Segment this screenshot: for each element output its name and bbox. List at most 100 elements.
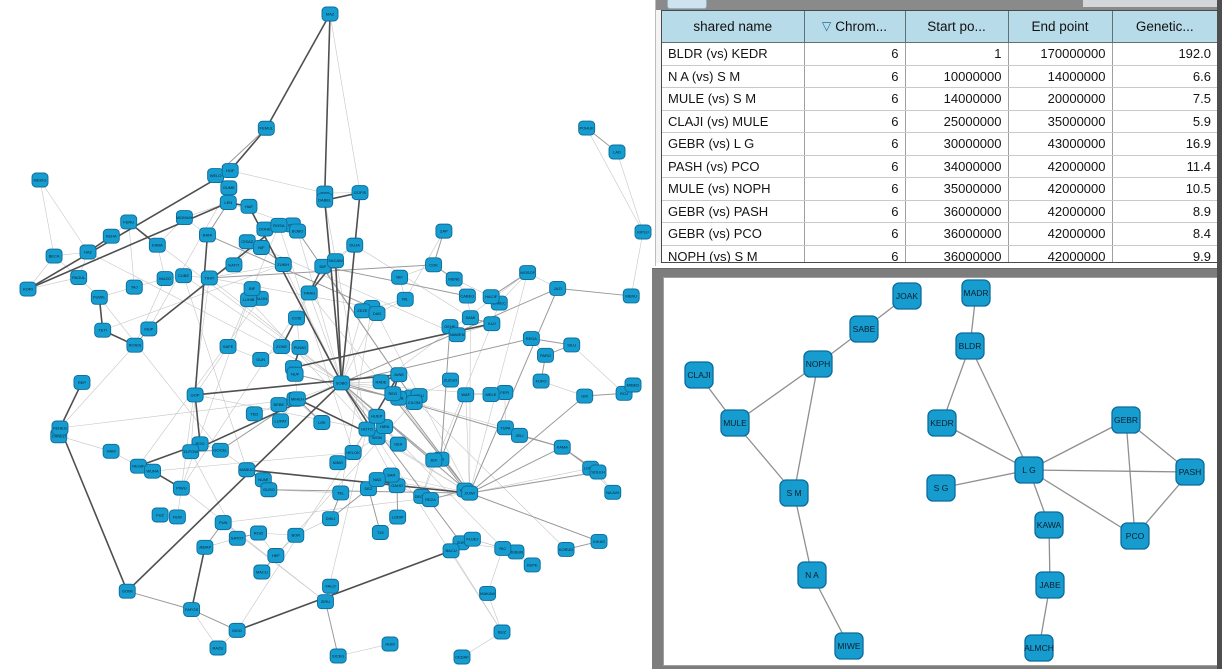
table-row[interactable]: MULE (vs) S M 6 14000000 20000000 7.5	[662, 87, 1217, 111]
cell-chromosome[interactable]: 6	[804, 222, 906, 246]
cell-shared_name[interactable]: MULE (vs) S M	[662, 87, 805, 111]
network-node-falo[interactable]: FALO	[322, 578, 340, 594]
network-node-kaba[interactable]: KABA	[148, 237, 166, 253]
network-node-zuzud[interactable]: ZUZUD	[442, 372, 459, 388]
network-node-kuj[interactable]: KUJ	[483, 316, 501, 332]
cell-start_point[interactable]: 25000000	[905, 110, 1009, 133]
cell-start_point[interactable]: 36000000	[905, 245, 1009, 262]
column-header-end-point[interactable]: End point	[1008, 11, 1113, 43]
network-node-ric[interactable]: RIC	[494, 540, 512, 556]
network-node-satot[interactable]: SATOT	[228, 530, 246, 546]
network-node-silu[interactable]: SILU	[563, 337, 581, 353]
cell-chromosome[interactable]: 6	[804, 87, 906, 111]
network-node-ziru[interactable]: ZIRU	[317, 594, 334, 610]
network-node-soleh[interactable]: SOLEH	[589, 464, 607, 480]
network-node-gomi[interactable]: GOMI	[118, 583, 136, 599]
network-node-dad[interactable]: DAD	[368, 306, 386, 321]
network-node-cosi[interactable]: COSI	[288, 310, 305, 326]
network-node-L-G[interactable]: L G	[1014, 456, 1044, 484]
network-node-SABE[interactable]: SABE	[849, 315, 879, 343]
network-node-wosof[interactable]: WOSOF	[519, 265, 537, 280]
cell-shared_name[interactable]: MULE (vs) NOPH	[662, 177, 805, 201]
network-node-hoto[interactable]: HOTO	[358, 421, 376, 437]
cell-chromosome[interactable]: 6	[804, 42, 906, 66]
network-node-N-A[interactable]: N A	[797, 561, 827, 589]
column-header-start-point[interactable]: Start po...	[905, 11, 1009, 43]
network-node-keha[interactable]: KEHA	[102, 228, 120, 244]
network-node-mele[interactable]: MELE	[482, 387, 500, 403]
network-node-pagul[interactable]: PAGUL	[70, 270, 88, 285]
network-node-femul[interactable]: FEMUL	[257, 120, 275, 136]
network-node-zeze[interactable]: ZEZE	[353, 303, 371, 319]
network-node-feheg[interactable]: FEHEG	[51, 420, 69, 436]
network-node-piwu[interactable]: PIWU	[172, 480, 190, 496]
network-node-MIWE[interactable]: MIWE	[834, 632, 864, 660]
network-node-PASH[interactable]: PASH	[1175, 458, 1205, 486]
network-node-kikas[interactable]: KIKAS	[590, 533, 608, 549]
network-node-welo[interactable]: WELO	[207, 168, 225, 183]
network-node-tel[interactable]: TEL	[332, 485, 350, 501]
network-node-BLDR[interactable]: BLDR	[955, 332, 985, 360]
network-node-najuh[interactable]: NAJUH	[604, 484, 622, 500]
network-node-fuwil[interactable]: FUWIL	[90, 289, 108, 305]
network-node-tiji[interactable]: TIJI	[371, 525, 389, 540]
cell-end_point[interactable]: 35000000	[1008, 110, 1113, 133]
network-node-JABE[interactable]: JABE	[1035, 571, 1065, 599]
network-node-muzo[interactable]: MUZO	[156, 271, 174, 287]
network-node-lad[interactable]: LAD	[608, 144, 626, 160]
network-node-bacu[interactable]: BACU	[442, 543, 460, 559]
network-node-jebap[interactable]: JEBAP	[196, 539, 214, 555]
network-node-siceg[interactable]: SICEG	[329, 648, 347, 664]
network-node-gume[interactable]: GUME	[220, 180, 238, 196]
cell-shared_name[interactable]: N A (vs) S M	[662, 65, 805, 88]
network-node-gop[interactable]: GOP	[186, 387, 204, 403]
network-node-mibed[interactable]: MIBED	[624, 377, 642, 393]
network-node-beca[interactable]: BECA	[45, 248, 63, 264]
network-node-pun[interactable]: PUN	[214, 515, 232, 531]
cell-shared_name[interactable]: CLAJI (vs) MULE	[662, 110, 805, 133]
column-header-chromosome[interactable]: ▽ Chrom...	[804, 11, 906, 43]
cell-genetic[interactable]: 11.4	[1112, 155, 1217, 178]
cell-chromosome[interactable]: 6	[804, 110, 906, 133]
network-node-jazi[interactable]: JAZI	[549, 280, 567, 296]
network-node-guso[interactable]: GUSO	[260, 482, 278, 498]
network-node-rosis[interactable]: ROSIS	[126, 337, 144, 353]
cell-end_point[interactable]: 42000000	[1008, 245, 1113, 262]
network-node-tihit[interactable]: TIHIT	[200, 270, 218, 286]
network-node-rozi[interactable]: ROZI	[250, 525, 267, 541]
network-node-kori[interactable]: KORI	[19, 281, 37, 297]
network-node-menu[interactable]: MENU	[622, 288, 640, 304]
network-node-KEDR[interactable]: KEDR	[927, 409, 957, 437]
network-node-len[interactable]: LEN	[219, 195, 237, 211]
cell-genetic[interactable]: 8.9	[1112, 200, 1217, 223]
network-node-haz[interactable]: HAZ	[79, 244, 97, 260]
table-horizontal-scrollbar[interactable]	[1083, 0, 1217, 7]
network-node-bebe[interactable]: BEBE	[270, 397, 288, 413]
cell-start_point[interactable]: 1	[905, 42, 1009, 66]
network-node-NOPH[interactable]: NOPH	[803, 350, 833, 378]
network-node-hof[interactable]: HOF	[221, 163, 239, 179]
network-node-rade[interactable]: RADE	[372, 374, 390, 390]
network-node-MULE[interactable]: MULE	[720, 409, 750, 437]
network-node-feru[interactable]: FERU	[120, 214, 138, 230]
network-node-buz[interactable]: BUZ	[493, 624, 511, 640]
network-node-lufat[interactable]: LUFAT	[272, 413, 290, 429]
network-node-mene[interactable]: MENE	[445, 271, 463, 287]
network-node-sar[interactable]: SAR	[382, 467, 400, 483]
network-node-gik[interactable]: GIK	[576, 388, 594, 404]
network-node-womuh[interactable]: WOMUH	[175, 210, 193, 226]
network-node-gek[interactable]: GEK	[389, 436, 407, 452]
network-node-gofis[interactable]: GOFIS	[351, 185, 369, 201]
network-node-taj[interactable]: TAJ	[125, 279, 143, 295]
network-node-fuz[interactable]: FUZ	[151, 507, 169, 523]
network-node-few[interactable]: FEW	[168, 509, 186, 525]
network-node-cabeg[interactable]: CABEG	[458, 288, 476, 304]
network-node-sobo[interactable]: SOBO	[333, 375, 351, 391]
network-node-S-G[interactable]: S G	[926, 474, 956, 502]
network-node-sacaw[interactable]: SACAW	[327, 253, 344, 269]
network-node-KAWA[interactable]: KAWA	[1034, 511, 1064, 539]
column-header-genetic[interactable]: Genetic...	[1112, 11, 1217, 43]
cell-genetic[interactable]: 8.4	[1112, 222, 1217, 246]
cell-start_point[interactable]: 36000000	[905, 200, 1009, 223]
cell-genetic[interactable]: 16.9	[1112, 132, 1217, 156]
